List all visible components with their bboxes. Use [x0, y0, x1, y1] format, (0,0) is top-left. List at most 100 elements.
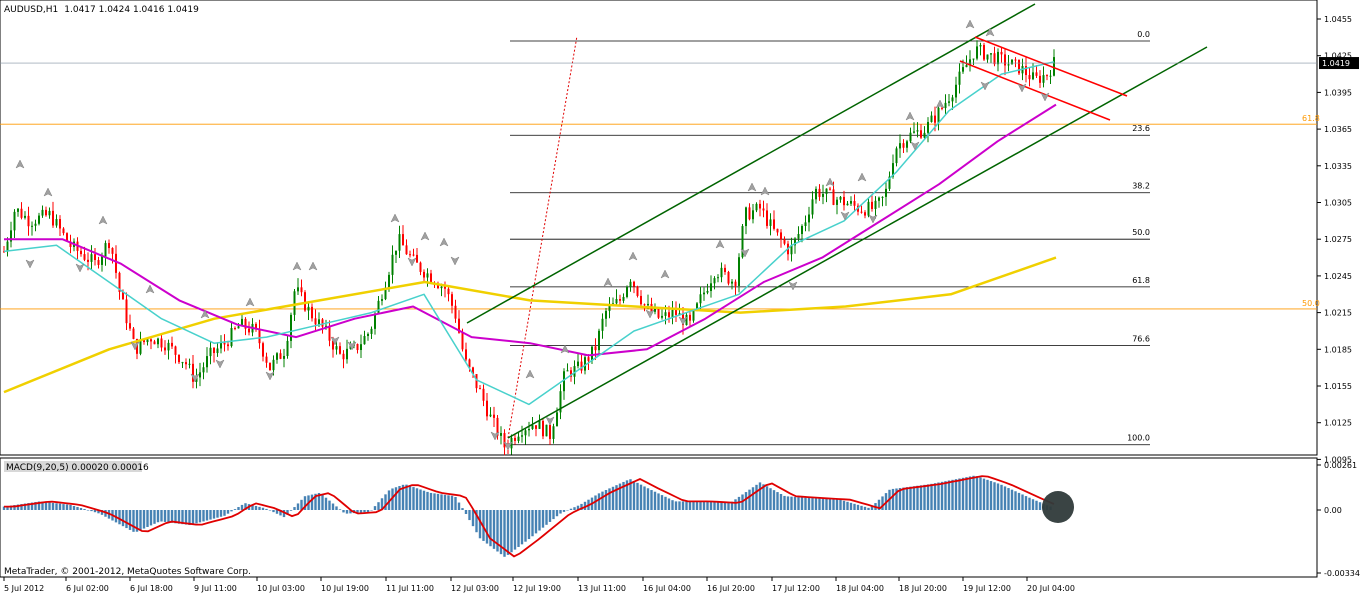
candle-body — [465, 349, 467, 360]
candle-body — [867, 201, 870, 216]
time-tick-label: 5 Jul 2012 — [4, 584, 44, 593]
candle-body — [556, 412, 558, 427]
candle-body — [94, 254, 96, 261]
macd-histogram-bar — [723, 502, 727, 510]
fractal-up-arrow — [660, 269, 670, 279]
macd-histogram-bar — [468, 510, 471, 521]
candle-body — [923, 132, 926, 138]
macd-histogram-bar — [709, 502, 713, 510]
ma-slow-line — [3, 256, 1057, 394]
macd-histogram-bar — [1035, 500, 1038, 510]
macd-histogram-bar — [121, 510, 125, 527]
candle-body — [668, 312, 670, 318]
candle-body — [514, 437, 516, 441]
macd-tick-label: 0.00261 — [1324, 461, 1357, 470]
price-tick-label: 1.0185 — [1324, 345, 1352, 354]
candle-body — [538, 420, 541, 429]
candle-body — [839, 196, 842, 200]
candle-body — [979, 45, 982, 47]
fractal-up-arrow — [420, 231, 430, 241]
price-tick-label: 1.0125 — [1324, 419, 1352, 428]
fractal-up-arrow — [747, 182, 757, 192]
macd-histogram-bar — [821, 498, 825, 510]
candle-body — [181, 362, 184, 364]
macd-histogram-bar — [989, 481, 993, 510]
candle-body — [832, 189, 835, 205]
macd-histogram-bar — [503, 510, 506, 557]
macd-histogram-bar — [303, 496, 307, 510]
candle-body — [776, 228, 779, 233]
ma-fast-line — [3, 61, 1055, 406]
macd-histogram-bar — [909, 486, 912, 510]
candle-body — [878, 197, 880, 201]
candle-body — [363, 336, 366, 345]
candle-body — [843, 196, 845, 206]
candle-body — [524, 430, 527, 436]
candle-body — [941, 107, 943, 109]
candle-body — [920, 130, 922, 138]
candle-body — [293, 291, 296, 315]
fractal-up-arrow — [905, 111, 915, 121]
fractal-down-arrow — [190, 373, 200, 383]
candle-body — [174, 346, 177, 355]
macd-histogram-bar — [527, 510, 531, 540]
macd-histogram-bar — [692, 501, 695, 510]
macd-histogram-bar — [464, 510, 468, 514]
macd-histogram-bar — [202, 510, 205, 522]
macd-histogram-bar — [835, 499, 839, 510]
candle-body — [731, 281, 733, 284]
macd-histogram-bar — [576, 505, 580, 510]
macd-histogram-bar — [982, 478, 986, 510]
candle-body — [38, 215, 40, 224]
candle-body — [997, 51, 999, 65]
fractal-up-arrow — [145, 284, 155, 294]
macd-histogram-bar — [765, 486, 769, 510]
macd-histogram-bar — [863, 506, 867, 510]
macd-histogram-bar — [268, 510, 272, 511]
candle-body — [101, 256, 103, 265]
candle-body — [976, 46, 978, 59]
macd-histogram-bar — [37, 501, 41, 510]
candle-body — [521, 435, 523, 437]
macd-histogram-bar — [384, 494, 387, 510]
candle-body — [916, 130, 919, 132]
macd-histogram-bar — [702, 501, 706, 510]
candle-body — [822, 193, 824, 197]
candle-body — [269, 362, 271, 371]
macd-histogram-bar — [100, 510, 104, 515]
candle-body — [913, 131, 915, 133]
candle-body — [906, 141, 908, 148]
candle-body — [699, 294, 702, 304]
candle-body — [741, 226, 744, 258]
candle-body — [388, 274, 390, 288]
candle-body — [426, 273, 429, 278]
macd-histogram-bar — [2, 506, 6, 510]
candlesticks — [3, 40, 1055, 456]
candle-body — [451, 294, 453, 306]
candle-body — [24, 215, 26, 218]
candle-body — [850, 201, 852, 204]
macd-histogram-bar — [86, 510, 90, 511]
candle-body — [248, 328, 250, 333]
macd-histogram-bar — [244, 503, 247, 510]
chart-symbol: AUDUSD,H1 1.0417 1.0424 1.0416 1.0419 — [4, 5, 199, 15]
macd-histogram-bar — [594, 495, 597, 510]
macd-histogram-bar — [254, 505, 258, 510]
candle-body — [955, 84, 957, 98]
candle-body — [783, 239, 786, 244]
macd-histogram-bar — [76, 506, 79, 510]
macd-histogram-bar — [405, 484, 408, 510]
candle-body — [503, 433, 506, 448]
macd-histogram-bar — [506, 510, 510, 555]
candle-body — [591, 346, 593, 361]
candle-body — [398, 234, 401, 251]
macd-histogram-bar — [541, 510, 545, 528]
candle-body — [1004, 54, 1006, 66]
candle-body — [258, 328, 261, 344]
fib-level-label: 50.0 — [1132, 228, 1150, 237]
macd-histogram-bar — [629, 479, 632, 510]
macd-histogram-bar — [716, 502, 720, 510]
candle-body — [706, 291, 709, 293]
macd-histogram-bar — [1017, 492, 1021, 510]
